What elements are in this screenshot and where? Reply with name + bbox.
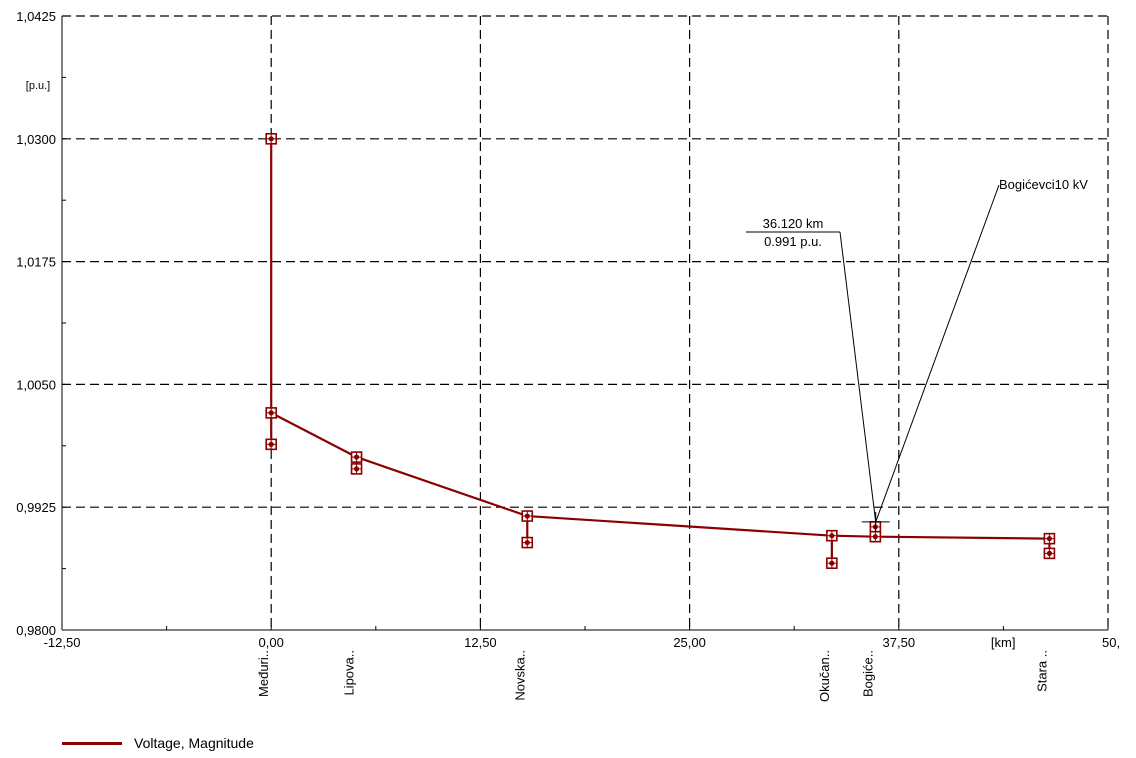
x-axis-label: [km] <box>991 635 1016 650</box>
data-point-marker <box>265 438 278 451</box>
y-tick-label: 0,9800 <box>16 623 56 638</box>
node-label: Lipova.. <box>342 650 357 696</box>
node-label: Međuri.. <box>256 650 271 697</box>
chart-axes <box>61 15 1109 631</box>
annotated-node-name: Bogićevci10 kV <box>999 177 1088 192</box>
x-tick-label: 12,50 <box>464 635 497 650</box>
y-tick-label: 0,9925 <box>16 500 56 515</box>
node-label: Stara .. <box>1034 650 1049 692</box>
y-axis-ticks: 0,9800 0,9925 1,0050 1,0175 1,0300 1,0425 <box>16 9 56 638</box>
y-tick-label: 1,0300 <box>16 132 56 147</box>
x-tick-label: 50, <box>1102 635 1120 650</box>
readout-leader-line <box>839 231 877 522</box>
data-point-marker <box>869 530 882 543</box>
node-label: Okučan.. <box>817 650 832 702</box>
data-point-marker <box>350 451 363 463</box>
data-point-marker <box>826 557 838 569</box>
data-point-marker <box>1043 547 1056 560</box>
node-label: Bogiće.. <box>860 650 875 697</box>
cursor-annotation: 36.120 km 0.991 p.u. Bogićevci10 kV <box>746 177 1088 532</box>
x-tick-label: 25,00 <box>673 635 706 650</box>
data-point-marker <box>265 407 278 419</box>
voltage-series <box>270 138 1051 564</box>
y-tick-label: 1,0050 <box>16 377 56 392</box>
voltage-line <box>270 411 1050 540</box>
y-axis-label: [p.u.] <box>26 80 50 92</box>
y-tick-label: 1,0175 <box>16 255 56 270</box>
node-label: Novska.. <box>512 650 527 701</box>
readout-pu: 0.991 p.u. <box>764 234 822 249</box>
node-labels: Međuri.. Lipova.. Novska.. Okučan.. Bogiće..… <box>256 650 1049 702</box>
legend-line-swatch <box>62 741 122 745</box>
voltage-markers <box>265 133 1056 569</box>
data-point-marker <box>521 510 534 522</box>
node-leader-line <box>875 184 1000 523</box>
chart-legend: Voltage, Magnitude <box>62 735 254 751</box>
data-point-marker <box>521 536 534 549</box>
data-point-marker <box>265 133 278 145</box>
data-point-marker <box>826 529 838 542</box>
readout-km: 36.120 km <box>763 216 824 231</box>
y-tick-label: 1,0425 <box>16 9 56 24</box>
x-axis-ticks: -12,50 0,00 12,50 25,00 37,50 50, <box>44 635 1121 650</box>
chart-grid <box>62 15 1109 630</box>
data-point-marker <box>350 463 363 475</box>
legend-label: Voltage, Magnitude <box>134 735 254 751</box>
x-tick-label: 0,00 <box>259 635 284 650</box>
data-point-marker <box>1043 532 1056 545</box>
x-tick-label: -12,50 <box>44 635 81 650</box>
x-tick-label: 37,50 <box>883 635 916 650</box>
